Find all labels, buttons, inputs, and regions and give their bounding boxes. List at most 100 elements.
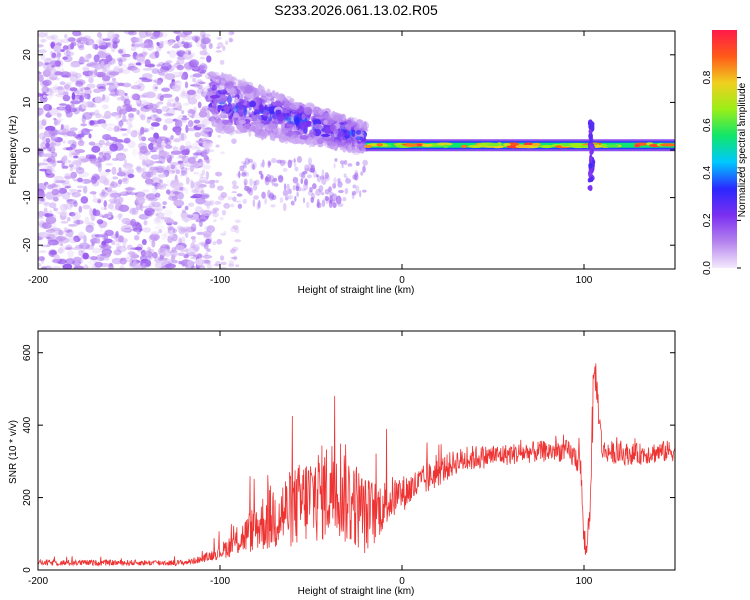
noise-blob — [61, 191, 71, 200]
noise-blob — [160, 151, 171, 160]
noise-blob — [46, 148, 52, 152]
noise-blob — [73, 219, 84, 225]
noise-blob — [115, 215, 123, 219]
band-blob — [320, 192, 325, 196]
noise-blob — [136, 167, 145, 173]
noise-blob — [188, 156, 196, 165]
noise-blob — [223, 230, 227, 235]
noise-blob — [119, 51, 127, 57]
band-blob — [220, 110, 227, 119]
band-blob — [309, 129, 316, 138]
noise-blob — [122, 177, 128, 182]
noise-blob — [205, 171, 210, 180]
noise-blob — [88, 141, 96, 146]
noise-blob — [203, 154, 208, 163]
noise-blob — [104, 96, 110, 103]
noise-blob — [154, 51, 160, 59]
noise-blob — [118, 235, 124, 243]
noise-blob — [73, 133, 81, 139]
noise-blob — [158, 150, 164, 155]
noise-blob — [88, 259, 97, 266]
noise-blob — [150, 231, 160, 236]
noise-blob — [94, 109, 100, 116]
noise-blob — [99, 152, 103, 159]
noise-blob — [203, 200, 209, 206]
noise-blob — [54, 180, 66, 184]
noise-blob — [118, 217, 122, 221]
band-blob — [211, 84, 217, 91]
noise-blob — [67, 37, 76, 42]
noise-blob — [117, 191, 127, 195]
band-blob — [289, 98, 295, 104]
noise-blob — [211, 211, 217, 214]
noise-blob — [41, 38, 48, 43]
noise-blob — [115, 138, 124, 143]
noise-blob — [142, 205, 153, 209]
noise-blob — [184, 232, 189, 238]
noise-blob — [159, 141, 169, 146]
noise-blob — [149, 114, 159, 121]
noise-blob — [159, 40, 164, 45]
noise-blob — [131, 261, 141, 269]
noise-blob — [126, 244, 133, 251]
noise-blob — [38, 197, 45, 202]
noise-blob — [189, 74, 195, 79]
band-blob — [318, 109, 323, 116]
band-blob — [343, 159, 348, 166]
noise-blob — [193, 81, 200, 89]
noise-blob — [72, 159, 81, 165]
x-tick-label: -200 — [28, 275, 48, 286]
noise-blob — [195, 160, 207, 164]
noise-blob — [45, 216, 57, 225]
noise-blob — [155, 117, 162, 123]
noise-blob — [209, 236, 213, 243]
noise-blob — [156, 79, 162, 86]
noise-blob — [179, 93, 191, 99]
noise-blob — [54, 71, 63, 76]
noise-blob — [87, 102, 95, 109]
noise-blob — [118, 167, 122, 173]
noise-blob — [89, 207, 93, 217]
noise-blob — [83, 235, 87, 244]
noise-blob — [70, 143, 76, 151]
noise-blob — [107, 41, 114, 49]
y-tick-label: -20 — [22, 238, 33, 253]
noise-blob — [206, 149, 215, 153]
noise-blob — [157, 136, 168, 142]
band-blob — [345, 176, 349, 180]
noise-blob — [81, 39, 90, 42]
noise-blob — [53, 133, 59, 141]
noise-blob — [97, 164, 102, 173]
noise-blob — [98, 175, 108, 184]
noise-blob — [144, 129, 148, 133]
y-tick-label: 0 — [22, 147, 33, 153]
band-blob — [310, 196, 315, 203]
band-blob — [266, 173, 272, 183]
noise-blob — [144, 59, 151, 67]
band-blob — [323, 119, 328, 125]
noise-blob — [187, 120, 194, 128]
noise-blob — [213, 219, 217, 223]
noise-blob — [82, 185, 88, 194]
noise-blob — [53, 84, 59, 91]
noise-blob — [199, 60, 205, 67]
noise-blob — [77, 177, 83, 183]
noise-blob — [121, 69, 131, 75]
noise-blob — [216, 46, 221, 49]
line-peak — [523, 142, 534, 146]
noise-blob — [140, 126, 145, 135]
noise-blob — [101, 189, 106, 197]
noise-blob — [108, 80, 120, 89]
noise-blob — [190, 236, 196, 240]
snr-y-label: SNR (10 * v/v) — [8, 420, 19, 484]
noise-blob — [172, 221, 178, 226]
noise-blob — [121, 82, 132, 88]
noise-blob — [69, 74, 79, 83]
band-blob — [280, 133, 286, 138]
band-blob — [294, 166, 299, 172]
band-blob — [263, 90, 267, 97]
colorbar-label: Normalized spectral amplitude — [737, 82, 748, 217]
noise-blob — [73, 265, 84, 269]
band-blob — [341, 141, 345, 147]
band-blob — [343, 173, 347, 178]
